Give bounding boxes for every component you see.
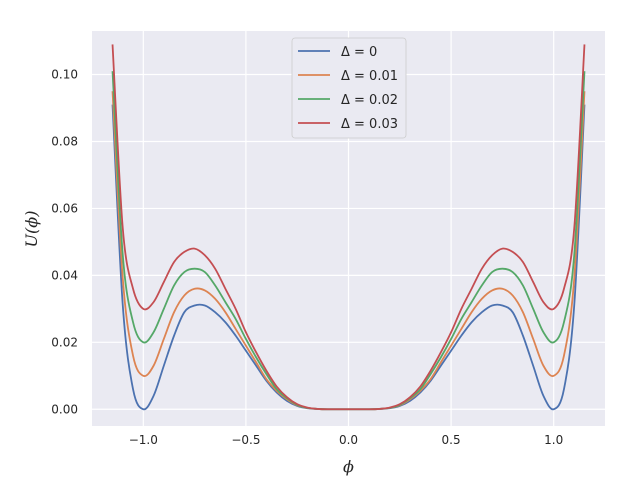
tick-labels: −1.0 −0.5 0.0 0.5 1.0 0.00 0.02 0.04 0.06 0.08 0.1… [51,68,563,447]
legend-label-delta-0: Δ = 0 [341,45,377,60]
x-tick-label: 0.5 [442,433,461,447]
series-line-delta-0-03 [111,44,586,411]
y-tick-label: 0.02 [51,335,78,349]
x-tick-label: 0.0 [339,433,358,447]
legend-label-delta-0-01: Δ = 0.01 [341,69,398,84]
legend: Δ = 0 Δ = 0.01 Δ = 0.02 Δ = 0.03 [291,37,407,139]
y-tick-label: 0.06 [51,201,78,215]
legend-box [291,37,407,139]
y-tick-label: 0.08 [51,134,78,148]
y-tick-label: 0.10 [51,68,78,82]
x-tick-label: −0.5 [231,433,260,447]
x-axis-label: ϕ [343,457,354,476]
x-tick-label: −1.0 [129,433,158,447]
y-tick-label: 0.00 [51,402,78,416]
y-axis-label: U(ϕ) [22,211,41,248]
series-lines [111,44,586,411]
legend-label-delta-0-03: Δ = 0.03 [341,117,398,132]
x-tick-label: 1.0 [544,433,563,447]
y-tick-label: 0.04 [51,268,78,282]
legend-label-delta-0-02: Δ = 0.02 [341,93,398,108]
